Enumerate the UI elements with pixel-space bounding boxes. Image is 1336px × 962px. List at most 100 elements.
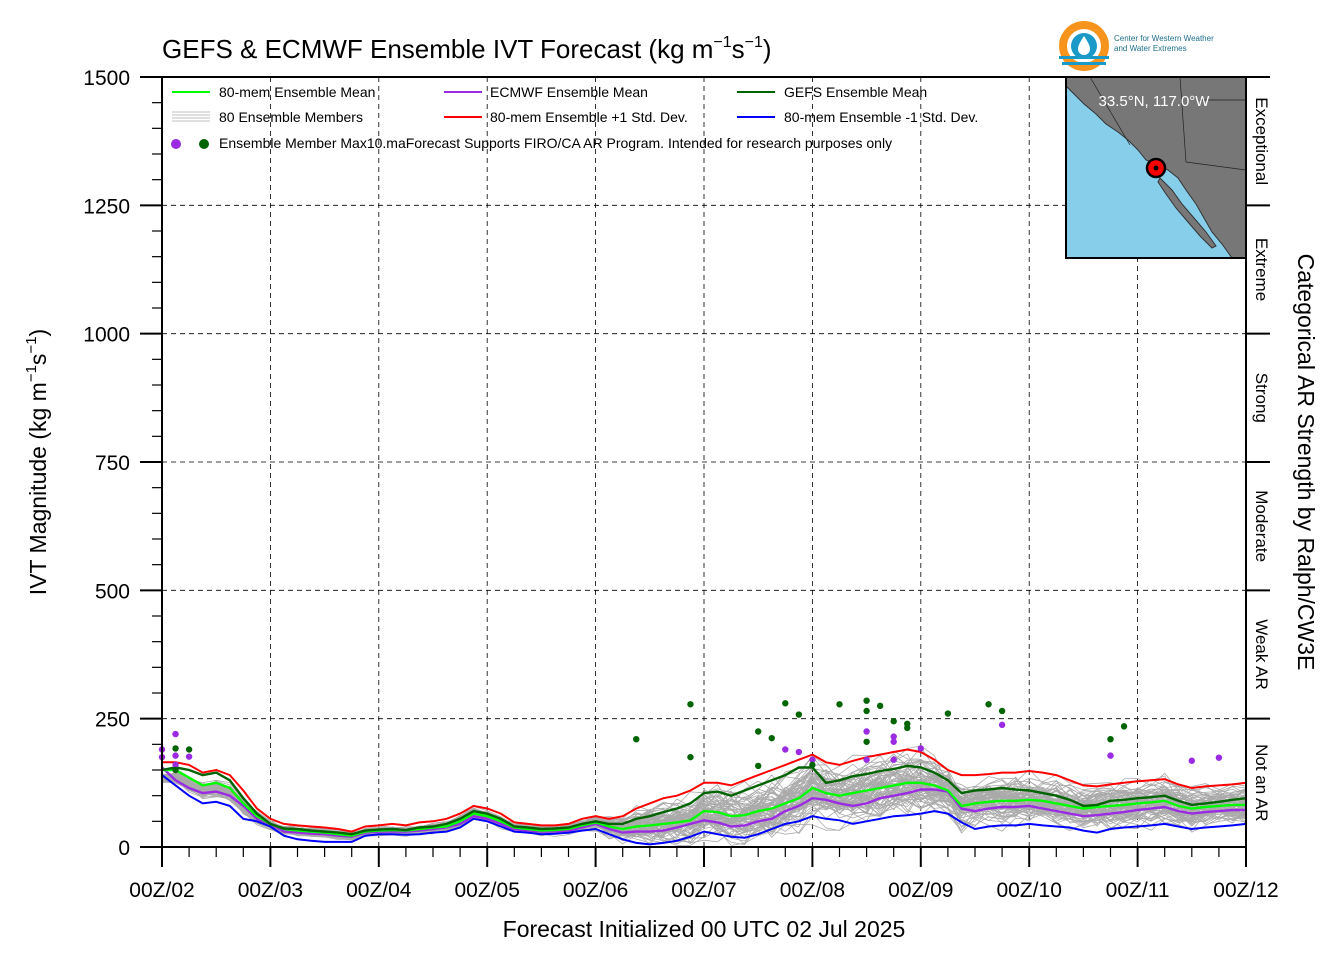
- max-point-ecmwf: [172, 752, 179, 759]
- x-tick-label: 00Z/12: [1213, 879, 1278, 902]
- inset-location-label: 33.5°N, 117.0°W: [1099, 93, 1211, 110]
- inset-baja: [1157, 177, 1217, 249]
- y-axis-label: IVT Magnitude (kg m−1s−1): [23, 329, 51, 595]
- max-point-gefs: [863, 707, 870, 715]
- x-axis-label: Forecast Initialized 00 UTC 02 Jul 2025: [503, 916, 906, 942]
- max-point-gefs: [768, 734, 775, 742]
- legend-dot-gefs: [199, 139, 209, 149]
- legend-label-plus-std: 80-mem Ensemble +1 Std. Dev.: [490, 109, 688, 125]
- series-lines: [161, 748, 1247, 846]
- max-point-gefs: [809, 761, 816, 769]
- y-tick-label: 0: [118, 837, 130, 860]
- max-point-ecmwf: [172, 730, 179, 738]
- x-tick-label: 00Z/10: [997, 879, 1062, 902]
- max-point-ecmwf: [890, 738, 897, 745]
- legend-label-minus-std: 80-mem Ensemble -1 Std. Dev.: [784, 109, 978, 125]
- x-tick-label: 00Z/06: [563, 879, 628, 902]
- location-inset-map: 33.5°N, 117.0°W: [1065, 76, 1247, 259]
- legend-label-ecmwf-mean: ECMWF Ensemble Mean: [490, 84, 648, 100]
- max-point-gefs: [1120, 723, 1128, 730]
- max-point-ecmwf: [890, 756, 897, 763]
- y-tick-label: 500: [95, 580, 130, 603]
- max-point-ecmwf: [172, 761, 179, 769]
- max-point-gefs: [687, 701, 694, 708]
- max-point-gefs: [795, 711, 803, 718]
- x-tick-label: 00Z/04: [346, 879, 412, 902]
- y-tick-label: 1500: [83, 67, 130, 90]
- max-point-gefs: [633, 736, 640, 743]
- logo-text-line2: and Water Extremes: [1114, 44, 1187, 53]
- right-axis-label: Categorical AR Strength by Ralph/CW3E: [1293, 254, 1319, 671]
- max-point-gefs: [998, 707, 1006, 715]
- max-point-ecmwf: [1107, 752, 1114, 759]
- max-point-gefs: [687, 753, 694, 761]
- max-point-ecmwf: [185, 753, 193, 760]
- category-label: Extreme: [1252, 238, 1271, 301]
- legend-dot-ecmwf: [171, 139, 181, 149]
- legend-label-gefs-mean: GEFS Ensemble Mean: [784, 84, 927, 100]
- max-point-gefs: [904, 724, 911, 732]
- x-axis-ticks: 00Z/02 00Z/03 00Z/04 00Z/05 00Z/06 00Z/07 00Z/…: [129, 847, 1279, 902]
- category-label: Not an AR: [1252, 744, 1271, 822]
- max-point-ecmwf: [795, 748, 803, 756]
- ensemble-member-line: [161, 760, 1247, 841]
- legend: 80-mem Ensemble Mean ECMWF Ensemble Mean…: [171, 84, 978, 151]
- max-point-ecmwf: [998, 721, 1006, 729]
- max-point-ecmwf: [863, 756, 870, 763]
- logo-text-line1: Center for Western Weather: [1114, 34, 1214, 43]
- legend-swatch-members: [172, 111, 210, 122]
- max-point-gefs: [944, 710, 952, 717]
- max-point-gefs: [1107, 736, 1114, 743]
- x-tick-label: 00Z/05: [455, 879, 520, 902]
- y-tick-label: 250: [95, 709, 130, 732]
- legend-label-ensemble-mean: 80-mem Ensemble Mean: [219, 84, 375, 100]
- max-point-gefs: [863, 738, 870, 745]
- series-line-80-mem-ensemble-mean: [162, 768, 1246, 837]
- chart-title: GEFS & ECMWF Ensemble IVT Forecast (kg m…: [162, 34, 772, 64]
- legend-label-members: 80 Ensemble Members: [219, 109, 363, 125]
- series-line-80-mem-ensemble-1-std-dev-: [162, 748, 1247, 833]
- x-tick-label: 00Z/11: [1106, 879, 1170, 902]
- max-point-ecmwf: [863, 728, 870, 735]
- max-point-gefs: [782, 700, 789, 707]
- inset-borders: [1089, 76, 1247, 171]
- max-point-gefs: [755, 762, 762, 770]
- max-point-ecmwf: [1215, 754, 1223, 761]
- max-point-gefs: [172, 766, 179, 774]
- series-line-ecmwf-ensemble-mean: [161, 766, 1246, 838]
- max-point-gefs: [985, 701, 992, 708]
- ar-category-scale: Not an AR Weak AR Moderate Strong Extreme Exc…: [1246, 76, 1271, 822]
- x-tick-label: 00Z/02: [129, 879, 194, 902]
- category-label: Strong: [1252, 373, 1271, 423]
- max-point-gefs: [172, 745, 179, 752]
- y-axis-ticks: 0 250 500 750 1000 1250 1500: [83, 67, 162, 860]
- series-line-80-mem-ensemble-1-std-dev-: [161, 774, 1247, 846]
- y-tick-label: 1250: [83, 195, 130, 218]
- y-tick-label: 750: [95, 452, 130, 475]
- cw3e-logo: Center for Western Weather and Water Ext…: [1059, 21, 1214, 71]
- x-tick-label: 00Z/03: [238, 879, 303, 902]
- max-point-ecmwf: [1188, 757, 1196, 764]
- category-label: Weak AR: [1252, 619, 1271, 690]
- max-point-ecmwf: [917, 745, 924, 752]
- grid-lines: [162, 77, 1246, 847]
- category-label: Exceptional: [1252, 97, 1271, 185]
- x-tick-label: 00Z/09: [888, 879, 953, 902]
- x-tick-label: 00Z/08: [780, 879, 845, 902]
- max-points: [158, 697, 1223, 774]
- max-point-gefs: [863, 697, 870, 704]
- ensemble-member-line: [161, 772, 1247, 845]
- legend-label-max: Ensemble Member Max10.maForecast Support…: [219, 135, 892, 151]
- max-point-gefs: [876, 702, 884, 710]
- max-point-gefs: [890, 718, 897, 725]
- y-tick-label: 1000: [83, 324, 130, 347]
- max-point-gefs: [185, 746, 193, 753]
- category-label: Moderate: [1252, 490, 1271, 562]
- max-point-gefs: [836, 701, 843, 708]
- x-tick-label: 00Z/07: [671, 879, 736, 902]
- max-point-ecmwf: [809, 756, 816, 763]
- max-point-gefs: [755, 728, 762, 735]
- max-point-ecmwf: [890, 733, 897, 740]
- series-line-gefs-ensemble-mean: [161, 764, 1247, 836]
